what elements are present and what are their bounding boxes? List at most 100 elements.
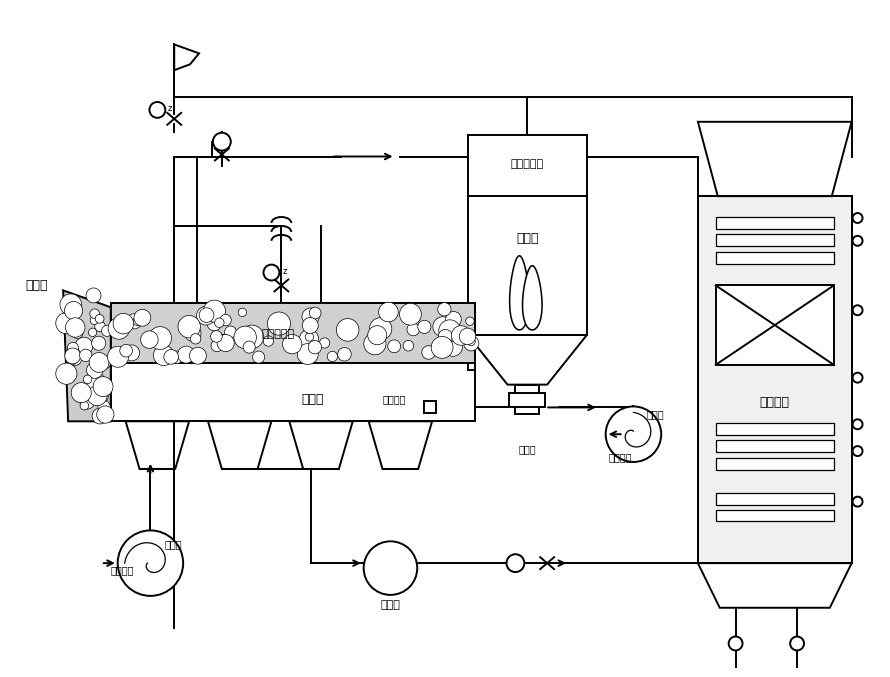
- Circle shape: [451, 326, 471, 345]
- Circle shape: [443, 337, 463, 356]
- Bar: [698, 196, 852, 563]
- Circle shape: [80, 395, 94, 409]
- Bar: [716, 217, 834, 229]
- Circle shape: [101, 326, 112, 336]
- Circle shape: [60, 294, 82, 315]
- Circle shape: [240, 325, 263, 349]
- Circle shape: [267, 312, 290, 335]
- Text: 环冷机: 环冷机: [302, 393, 324, 406]
- Bar: [716, 234, 834, 246]
- Circle shape: [92, 408, 108, 424]
- Text: 余燭锅炉: 余燭锅炉: [760, 396, 789, 409]
- Circle shape: [388, 340, 401, 353]
- Circle shape: [438, 330, 452, 343]
- Circle shape: [66, 318, 85, 337]
- Circle shape: [302, 308, 320, 325]
- Circle shape: [606, 406, 661, 462]
- Circle shape: [87, 386, 107, 406]
- Bar: [716, 440, 834, 452]
- Text: 冷风入口: 冷风入口: [110, 565, 134, 575]
- Bar: [425, 401, 436, 414]
- Text: z: z: [282, 267, 287, 276]
- Text: M: M: [218, 137, 226, 146]
- Circle shape: [93, 376, 113, 397]
- Circle shape: [117, 530, 183, 596]
- Text: 烟道混合区: 烟道混合区: [511, 160, 544, 169]
- Circle shape: [65, 348, 81, 364]
- Circle shape: [378, 302, 398, 322]
- Circle shape: [178, 346, 195, 363]
- Text: 冷风入口: 冷风入口: [609, 452, 632, 462]
- Bar: [110, 303, 474, 363]
- Polygon shape: [698, 122, 852, 196]
- Text: M: M: [511, 559, 520, 567]
- Circle shape: [464, 336, 479, 351]
- Circle shape: [88, 328, 97, 336]
- Text: 补燃炉: 补燃炉: [516, 232, 538, 245]
- Polygon shape: [208, 421, 271, 469]
- Circle shape: [94, 321, 105, 332]
- Circle shape: [97, 406, 114, 423]
- Circle shape: [207, 316, 222, 331]
- Circle shape: [190, 347, 206, 364]
- Text: 落料口: 落料口: [26, 279, 48, 292]
- Polygon shape: [174, 45, 199, 70]
- Circle shape: [124, 345, 140, 361]
- Text: 引风机: 引风机: [381, 600, 401, 610]
- Circle shape: [89, 353, 109, 372]
- Circle shape: [853, 446, 862, 456]
- Circle shape: [234, 326, 256, 349]
- Circle shape: [75, 337, 93, 355]
- Circle shape: [134, 309, 150, 326]
- Circle shape: [253, 351, 264, 363]
- Circle shape: [68, 343, 78, 353]
- Circle shape: [853, 236, 862, 246]
- Circle shape: [213, 133, 231, 150]
- Text: z: z: [168, 104, 173, 114]
- Circle shape: [206, 306, 220, 320]
- Circle shape: [95, 314, 104, 323]
- Bar: [509, 393, 546, 408]
- Polygon shape: [468, 335, 587, 385]
- Circle shape: [336, 319, 359, 341]
- Circle shape: [90, 316, 99, 324]
- Circle shape: [134, 317, 142, 326]
- Circle shape: [141, 331, 158, 349]
- Circle shape: [108, 318, 130, 339]
- Text: 燃烧器: 燃烧器: [519, 444, 536, 454]
- Circle shape: [438, 303, 451, 316]
- Circle shape: [364, 542, 417, 595]
- Circle shape: [86, 372, 105, 391]
- Circle shape: [170, 351, 183, 364]
- Polygon shape: [698, 563, 852, 608]
- Circle shape: [431, 336, 453, 358]
- Polygon shape: [162, 303, 231, 331]
- Circle shape: [224, 326, 237, 338]
- Circle shape: [80, 401, 89, 410]
- Polygon shape: [522, 266, 542, 330]
- Circle shape: [64, 301, 83, 320]
- Circle shape: [308, 341, 321, 354]
- Circle shape: [853, 419, 862, 429]
- Circle shape: [100, 358, 110, 369]
- Circle shape: [465, 317, 474, 326]
- Circle shape: [86, 362, 103, 378]
- Circle shape: [263, 265, 279, 280]
- Circle shape: [337, 347, 352, 361]
- Circle shape: [67, 345, 79, 357]
- Circle shape: [439, 320, 461, 342]
- Circle shape: [178, 315, 200, 338]
- Circle shape: [853, 497, 862, 506]
- Text: 鼓风机: 鼓风机: [165, 540, 182, 549]
- Circle shape: [263, 336, 273, 346]
- Circle shape: [56, 363, 77, 385]
- Bar: [716, 423, 834, 435]
- Circle shape: [90, 309, 100, 319]
- Circle shape: [446, 311, 461, 327]
- Text: 燃气入口: 燃气入口: [383, 395, 406, 404]
- Circle shape: [68, 351, 82, 366]
- Polygon shape: [125, 421, 189, 469]
- Circle shape: [185, 325, 201, 341]
- Circle shape: [297, 344, 319, 364]
- Circle shape: [433, 317, 453, 336]
